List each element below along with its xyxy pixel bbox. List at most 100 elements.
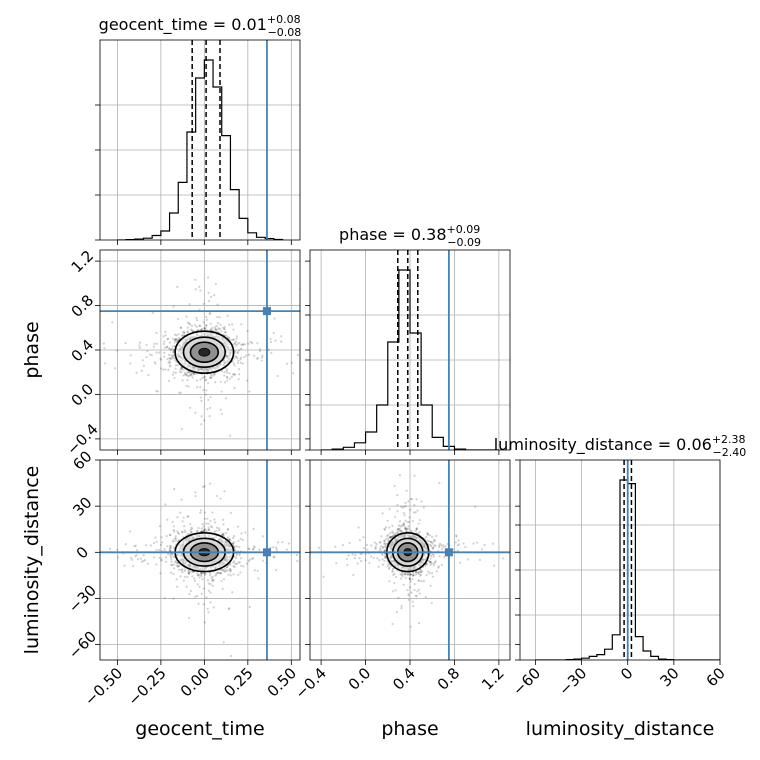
sample-point [258,548,261,551]
sample-point [152,542,156,545]
sample-point [200,572,203,575]
joint-content [100,250,316,460]
sample-point [247,547,250,550]
sample-point [204,572,207,575]
sample-point [218,316,221,319]
sample-point [253,546,256,549]
sample-point [138,346,142,350]
sample-point [212,579,215,582]
histogram-bar [597,655,605,660]
sample-point [168,361,172,364]
sample-point [190,531,193,534]
sample-point [181,520,184,523]
sample-point [182,516,185,519]
sample-point [178,538,181,542]
sample-point [314,342,316,344]
sample-point [170,357,173,361]
sample-point [165,346,169,349]
sample-point [220,569,224,572]
sample-point [144,544,148,547]
histogram-bar [635,637,643,660]
sample-point [209,591,212,594]
sample-point [217,327,220,330]
sample-point [392,573,395,576]
sample-point [209,583,212,586]
sample-point [240,532,243,535]
sample-point [197,329,200,332]
sample-point [227,336,230,339]
sample-point [233,555,236,558]
sample-point [227,528,230,531]
sample-point [239,537,242,540]
sample-point [213,293,216,297]
sample-point [207,291,210,295]
sample-point [167,337,170,341]
sample-point [272,555,275,558]
sample-point [194,324,197,327]
sample-point [261,535,265,538]
sample-point [219,408,222,411]
sample-point [232,338,235,341]
sample-point [260,356,264,359]
truth-marker [262,548,271,557]
sample-point [258,348,262,351]
sample-point [250,557,254,561]
sample-point [224,397,228,400]
sample-point [235,553,239,557]
sample-point [226,379,229,382]
sample-point [198,576,201,579]
sample-point [442,546,445,549]
sample-point [174,338,177,341]
sample-point [256,357,259,360]
sample-point [203,327,206,330]
sample-point [275,568,278,572]
sample-point [272,331,275,335]
sample-point [191,376,194,379]
sample-point [387,567,391,570]
sample-point [180,334,184,337]
sample-point [173,487,176,491]
sample-point [281,541,284,544]
sample-point [202,458,204,460]
sample-point [223,326,227,329]
histogram-bar [187,132,196,240]
sample-point [160,558,163,561]
sample-point [189,589,192,593]
sample-point [124,543,127,546]
sample-point [218,529,221,532]
sample-point [116,548,119,551]
sample-point [189,570,192,573]
sample-point [190,526,193,529]
sample-point [231,591,234,594]
sample-point [172,572,175,576]
sample-point [158,548,161,552]
sample-point [135,549,139,552]
sample-point [438,546,441,549]
sample-point [212,578,215,581]
sample-point [200,327,204,330]
sample-point [223,490,226,493]
sample-point [146,562,149,565]
sample-point [222,641,225,644]
sample-point [173,376,176,380]
sample-point [168,360,171,363]
sample-point [155,549,158,552]
sample-point [239,356,243,359]
sample-point [417,570,420,573]
sample-point [190,324,194,327]
title-main: luminosity_distance = 0.06 [494,435,712,455]
histogram-bar [222,136,231,240]
sample-point [186,515,189,518]
sample-point [239,358,242,361]
sample-point [186,326,189,329]
histogram-bar [421,405,432,450]
sample-point [228,538,231,541]
sample-point [233,565,236,569]
sample-point [205,389,208,392]
sample-point [232,534,236,538]
sample-point [133,544,136,548]
sample-point [280,340,283,343]
sample-point [185,585,188,588]
sample-point [202,529,206,532]
sample-point [234,355,237,358]
